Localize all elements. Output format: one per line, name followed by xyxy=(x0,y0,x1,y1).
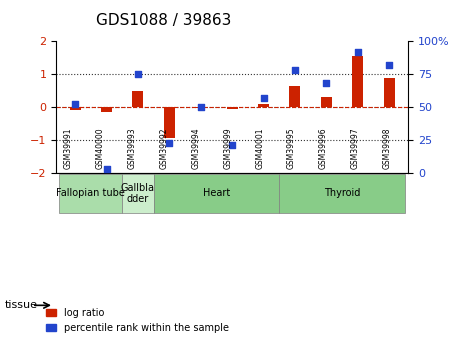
Text: Fallopian tube: Fallopian tube xyxy=(56,188,125,198)
Point xyxy=(291,68,299,73)
FancyBboxPatch shape xyxy=(122,174,154,213)
Bar xyxy=(258,105,269,107)
Point xyxy=(228,142,236,148)
Bar xyxy=(289,86,301,107)
Bar xyxy=(352,56,363,107)
Legend: log ratio, percentile rank within the sample: log ratio, percentile rank within the sa… xyxy=(42,304,233,337)
Text: Gallbla
dder: Gallbla dder xyxy=(121,183,155,204)
Text: GSM39993: GSM39993 xyxy=(127,128,136,169)
Text: GSM39994: GSM39994 xyxy=(191,128,200,169)
Point xyxy=(323,81,330,86)
Bar xyxy=(321,97,332,107)
Text: GDS1088 / 39863: GDS1088 / 39863 xyxy=(97,13,232,28)
Text: GSM39998: GSM39998 xyxy=(383,128,392,169)
Text: tissue: tissue xyxy=(5,300,38,310)
Point xyxy=(71,102,79,107)
Bar xyxy=(227,107,238,109)
Text: GSM40000: GSM40000 xyxy=(95,128,104,169)
Text: GSM39991: GSM39991 xyxy=(63,128,72,169)
Bar xyxy=(164,107,175,138)
Point xyxy=(260,95,267,101)
Text: GSM39992: GSM39992 xyxy=(159,128,168,169)
Bar xyxy=(69,107,81,110)
Bar xyxy=(132,91,144,107)
Point xyxy=(103,166,110,172)
Point xyxy=(166,140,173,145)
Point xyxy=(134,71,142,77)
Bar xyxy=(384,78,395,107)
Bar xyxy=(195,107,206,108)
Text: GSM39995: GSM39995 xyxy=(287,128,296,169)
FancyBboxPatch shape xyxy=(279,174,405,213)
Bar xyxy=(101,107,112,112)
Text: GSM39996: GSM39996 xyxy=(319,128,328,169)
Text: GSM39997: GSM39997 xyxy=(351,128,360,169)
Text: GSM40001: GSM40001 xyxy=(255,128,264,169)
Point xyxy=(354,49,362,55)
FancyBboxPatch shape xyxy=(60,174,122,213)
Point xyxy=(386,62,393,68)
Text: GSM39999: GSM39999 xyxy=(223,128,232,169)
Text: Thyroid: Thyroid xyxy=(324,188,360,198)
FancyBboxPatch shape xyxy=(154,174,279,213)
Point xyxy=(197,104,204,110)
Text: Heart: Heart xyxy=(203,188,230,198)
